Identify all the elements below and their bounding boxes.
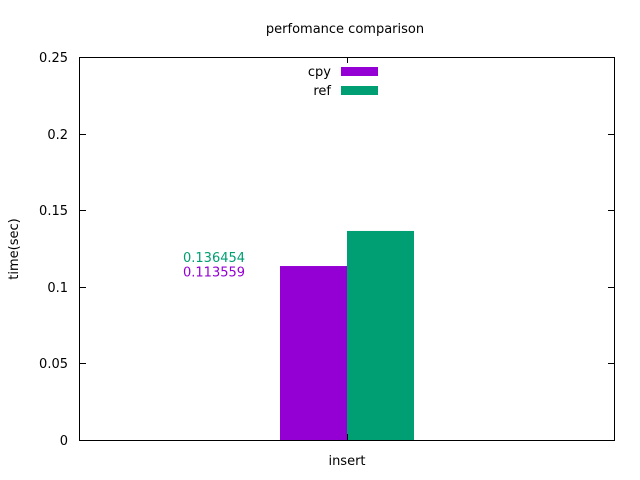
legend-label-cpy: cpy [308,65,331,80]
annotation-label: 0.136454 [183,251,245,266]
annotation-label: 0.113559 [183,266,245,281]
chart-title: perfomance comparison [266,22,424,37]
y-tick-label: 0.25 [39,51,68,66]
y-axis-label: time(sec) [7,218,22,279]
legend-swatch-cpy [341,67,378,76]
y-tick-label: 0.15 [39,204,68,219]
legend-label-ref: ref [313,84,331,99]
y-tick-label: 0 [60,434,68,449]
bar-ref [347,230,414,440]
y-tick-label: 0.05 [39,357,68,372]
legend-swatch-ref [341,86,378,95]
y-tick-label: 0.1 [47,281,68,296]
x-tick-label: insert [328,454,365,469]
y-tick-label: 0.2 [47,128,68,143]
bar-cpy [280,266,347,440]
